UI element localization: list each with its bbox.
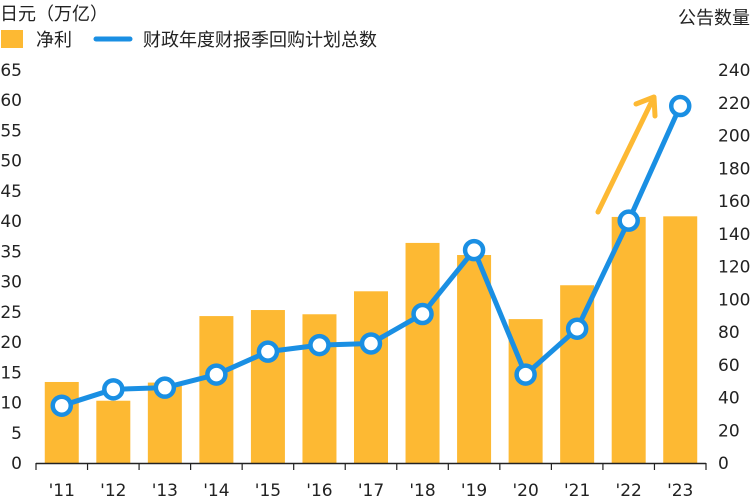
point-buybacks (565, 317, 589, 340)
point-buybacks (102, 378, 125, 401)
bar-net-profit (96, 400, 131, 463)
left-tick-label: 50 (0, 152, 22, 172)
x-tick-label: '23 (667, 481, 693, 501)
right-tick-label: 40 (718, 389, 740, 409)
right-tick-label: 220 (718, 94, 750, 114)
x-tick-label: '22 (616, 481, 642, 501)
left-tick-label: 45 (0, 182, 22, 202)
point-buybacks (668, 94, 692, 118)
x-tick-label: '13 (152, 481, 178, 501)
left-tick-label: 20 (0, 333, 22, 353)
x-tick-label: '19 (461, 481, 487, 501)
x-tick-label: '20 (512, 481, 538, 501)
right-axis-title: 公告数量 (678, 8, 750, 29)
trend-arrow-shaft (595, 100, 654, 215)
left-tick-label: 25 (0, 303, 22, 323)
left-tick-label: 10 (0, 394, 22, 414)
x-tick-label: '12 (100, 481, 126, 501)
right-tick-label: 140 (718, 225, 750, 245)
x-tick-label: '17 (358, 481, 384, 501)
right-tick-label: 240 (718, 61, 750, 81)
legend: 净利 财政年度财报季回购计划总数 (1, 30, 377, 51)
x-tick-label: '21 (564, 481, 590, 501)
point-buybacks (359, 332, 383, 355)
bar-net-profit (560, 285, 595, 463)
trend-arrow-head (633, 94, 658, 119)
right-tick-label: 120 (718, 258, 750, 278)
bar-net-profit (663, 216, 698, 463)
right-tick-label: 100 (718, 290, 750, 310)
bar-net-profit (611, 216, 646, 463)
bar-net-profit (457, 255, 492, 463)
legend-label-net-profit: 净利 (36, 30, 72, 51)
bar-net-profit (199, 316, 234, 463)
point-buybacks (308, 333, 331, 357)
legend-swatch-net-profit (1, 30, 23, 48)
point-buybacks (50, 394, 74, 417)
x-tick-label: '16 (306, 481, 332, 501)
bar-net-profit (44, 381, 79, 463)
left-tick-label: 30 (0, 273, 22, 293)
bar-net-profit (405, 242, 440, 463)
bar-net-profit (250, 310, 285, 463)
bar-net-profit (354, 291, 388, 463)
point-buybacks (514, 363, 537, 386)
x-tick-label: '14 (203, 481, 229, 501)
point-buybacks (462, 238, 486, 262)
x-tick-label: '11 (49, 481, 75, 501)
left-tick-label: 5 (11, 424, 22, 444)
right-tick-label: 20 (718, 421, 740, 441)
left-tick-label: 35 (0, 242, 22, 262)
right-tick-label: 200 (718, 127, 750, 147)
legend-label-buybacks: 财政年度财报季回购计划总数 (143, 30, 377, 51)
x-tick-label: '15 (255, 481, 281, 501)
point-buybacks (411, 302, 434, 326)
left-tick-label: 60 (0, 91, 22, 111)
point-buybacks (617, 209, 640, 232)
right-tick-label: 0 (718, 454, 729, 474)
right-tick-label: 180 (718, 159, 750, 179)
left-tick-label: 40 (0, 212, 22, 232)
right-tick-label: 60 (718, 356, 740, 376)
left-tick-label: 65 (0, 61, 22, 81)
right-tick-label: 80 (718, 323, 740, 343)
point-buybacks (205, 363, 228, 386)
left-tick-label: 55 (0, 121, 22, 141)
left-tick-label: 15 (0, 363, 22, 383)
right-tick-label: 160 (718, 192, 750, 212)
point-buybacks (256, 340, 280, 363)
left-axis-title: 日元（万亿） (0, 4, 108, 25)
point-buybacks (153, 376, 177, 399)
x-tick-label: '18 (409, 481, 435, 501)
left-tick-label: 0 (11, 454, 22, 474)
